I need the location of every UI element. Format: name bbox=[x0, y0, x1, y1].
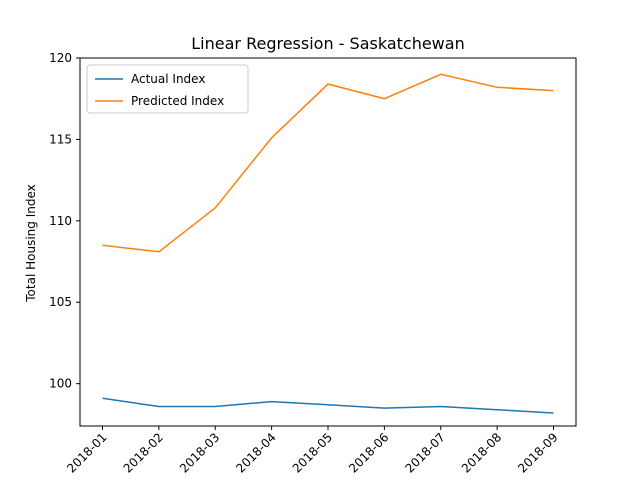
series-0-point bbox=[553, 412, 555, 414]
x-tick-label: 2018-03 bbox=[177, 430, 222, 475]
chart-title: Linear Regression - Saskatchewan bbox=[191, 34, 464, 53]
series-1-point bbox=[214, 207, 216, 209]
series-0-point bbox=[271, 401, 273, 403]
series-0-point bbox=[327, 404, 329, 406]
legend-label-1: Predicted Index bbox=[131, 94, 224, 108]
series-1-point bbox=[496, 87, 498, 89]
x-tick-label: 2018-05 bbox=[290, 430, 335, 475]
y-tick-label: 105 bbox=[49, 295, 72, 309]
x-tick-label: 2018-04 bbox=[233, 430, 278, 475]
legend-box bbox=[86, 64, 249, 114]
y-tick-label: 110 bbox=[49, 214, 72, 228]
series-0-point bbox=[496, 409, 498, 411]
x-tick-label: 2018-01 bbox=[64, 430, 109, 475]
series-0-point bbox=[440, 406, 442, 408]
x-tick-label: 2018-02 bbox=[121, 430, 166, 475]
series-0-point bbox=[102, 398, 104, 400]
y-tick-label: 100 bbox=[49, 377, 72, 391]
x-tick-label: 2018-06 bbox=[346, 430, 391, 475]
series-1-point bbox=[440, 73, 442, 75]
series-line-1 bbox=[102, 73, 554, 253]
series-0-point bbox=[384, 407, 386, 409]
series-0-point bbox=[214, 406, 216, 408]
series-1-point bbox=[271, 137, 273, 139]
plot-frame bbox=[79, 57, 577, 427]
legend: Actual Index Predicted Index bbox=[86, 64, 249, 114]
legend-label-0: Actual Index bbox=[131, 72, 205, 86]
series-0-point bbox=[158, 406, 160, 408]
y-tick-label: 115 bbox=[49, 132, 72, 146]
y-axis-label: Total Housing Index bbox=[24, 184, 38, 302]
series-1-point bbox=[102, 244, 104, 246]
series-1-point bbox=[553, 90, 555, 92]
series-1-point bbox=[327, 83, 329, 85]
series-1-point bbox=[158, 251, 160, 253]
series-line-0 bbox=[102, 397, 554, 414]
x-tick-label: 2018-07 bbox=[403, 430, 448, 475]
x-tick-label: 2018-08 bbox=[459, 430, 504, 475]
series-1-point bbox=[384, 98, 386, 100]
series-layer bbox=[102, 73, 555, 414]
y-tick-label: 120 bbox=[49, 51, 72, 65]
x-tick-label: 2018-09 bbox=[515, 430, 560, 475]
